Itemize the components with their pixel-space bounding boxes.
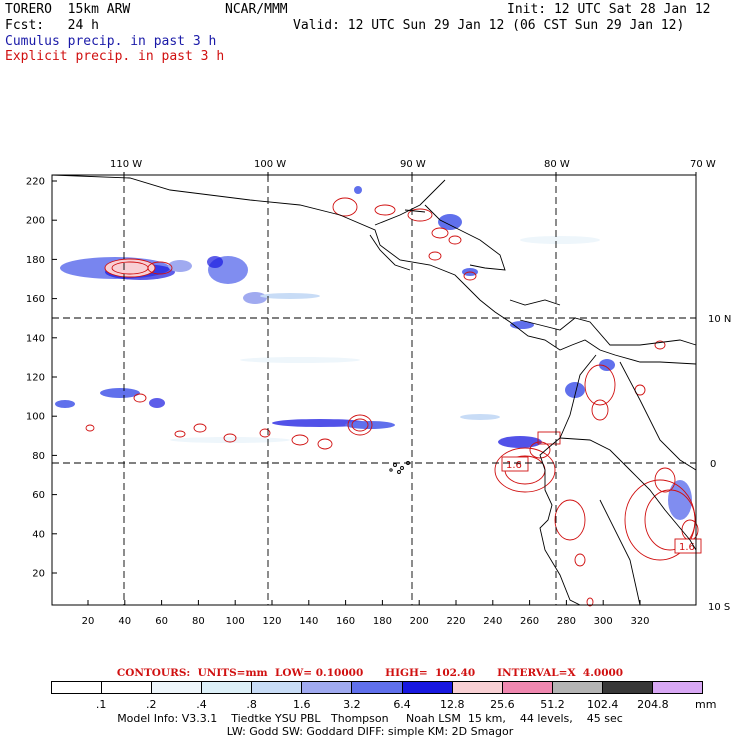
cumulus-precip-title: Cumulus precip. in past 3 h xyxy=(5,34,217,49)
x-tick-label: 220 xyxy=(446,616,465,627)
y-tick-label: 20 xyxy=(32,569,45,580)
explicit-precip-title: Explicit precip. in past 3 h xyxy=(5,49,225,64)
legend-color-cell xyxy=(652,682,703,693)
legend-color-cell xyxy=(102,682,153,693)
forecast-hour: Fcst: 24 h xyxy=(5,18,99,33)
x-tick-label: 100 xyxy=(226,616,245,627)
x-tick-label: 80 xyxy=(192,616,205,627)
legend-label: .2 xyxy=(146,698,157,711)
cumulus-precip-areas xyxy=(55,186,692,520)
legend-label: 204.8 xyxy=(637,698,669,711)
box-label-right: 1.6 xyxy=(679,542,695,553)
x-axis: 20 40 60 80 100 120 140 160 180 200 220 240 260 280 30… xyxy=(82,600,650,627)
contours-info: CONTOURS: UNITS=mm LOW= 0.10000 HIGH= 10… xyxy=(116,667,624,679)
legend-label: .1 xyxy=(95,698,107,711)
y-axis: 220 200 180 160 140 120 100 80 60 40 20 xyxy=(26,177,57,580)
legend-label: .4 xyxy=(196,698,207,711)
legend-color-cell xyxy=(152,682,203,693)
x-tick-label: 320 xyxy=(630,616,649,627)
x-tick-label: 160 xyxy=(336,616,355,627)
y-tick-label: 120 xyxy=(26,373,45,384)
y-tick-label: 80 xyxy=(32,451,45,462)
legend-label: 1.6 xyxy=(293,698,311,711)
y-tick-label: 200 xyxy=(26,216,45,227)
x-tick-label: 200 xyxy=(410,616,429,627)
lon-label-110w: 110 W xyxy=(110,159,142,170)
lon-label-90w: 90 W xyxy=(400,159,426,170)
init-time: Init: 12 UTC Sat 28 Jan 12 xyxy=(507,2,711,17)
x-tick-label: 180 xyxy=(373,616,392,627)
y-tick-label: 180 xyxy=(26,255,45,266)
legend-unit: mm xyxy=(695,698,717,711)
precip-color-legend xyxy=(51,681,703,694)
x-tick-label: 280 xyxy=(557,616,576,627)
x-tick-label: 240 xyxy=(483,616,502,627)
legend-color-cell xyxy=(302,682,353,693)
y-tick-label: 220 xyxy=(26,177,45,188)
organization-label: NCAR/MMM xyxy=(225,2,288,17)
legend-label: .8 xyxy=(246,698,257,711)
legend-label: 51.2 xyxy=(540,698,565,711)
y-tick-label: 60 xyxy=(32,490,45,501)
model-info: Model Info: V3.3.1 Tiedtke YSU PBL Thomp… xyxy=(117,712,623,725)
y-tick-label: 160 xyxy=(26,294,45,305)
x-tick-label: 40 xyxy=(118,616,131,627)
explicit-precip-contours xyxy=(85,197,702,607)
x-tick-label: 300 xyxy=(594,616,613,627)
lat-label-0: 0 xyxy=(710,459,716,470)
lon-label-70w: 70 W xyxy=(690,159,716,170)
box-label-left: 1.6 xyxy=(506,460,522,471)
legend-color-cell xyxy=(352,682,403,693)
legend-color-cell xyxy=(402,682,453,693)
top-ticks xyxy=(123,172,697,180)
y-tick-label: 40 xyxy=(32,529,45,540)
valid-time: Valid: 12 UTC Sun 29 Jan 12 (06 CST Sun … xyxy=(293,18,685,33)
legend-color-cell xyxy=(452,682,503,693)
model-name: TORERO 15km ARW xyxy=(5,2,131,17)
map-frame xyxy=(51,174,697,606)
legend-color-cell xyxy=(552,682,603,693)
lat-label-10n: 10 N xyxy=(708,314,731,325)
coastlines xyxy=(51,174,697,606)
legend-label: 25.6 xyxy=(490,698,515,711)
legend-color-cell xyxy=(52,682,103,693)
physics-info: LW: Godd SW: Goddard DIFF: simple KM: 2D… xyxy=(226,725,514,738)
x-tick-label: 260 xyxy=(520,616,539,627)
legend-label: 12.8 xyxy=(439,698,465,711)
y-tick-label: 140 xyxy=(26,333,45,344)
legend-color-cell xyxy=(252,682,303,693)
x-tick-label: 120 xyxy=(262,616,281,627)
lat-label-10s: 10 S xyxy=(708,602,730,613)
lon-label-80w: 80 W xyxy=(544,159,570,170)
x-tick-label: 60 xyxy=(155,616,168,627)
legend-color-cell xyxy=(202,682,253,693)
legend-color-cell xyxy=(502,682,553,693)
legend-label: 102.4 xyxy=(586,698,619,711)
x-tick-label: 20 xyxy=(82,616,95,627)
legend-color-cell xyxy=(602,682,653,693)
latlon-grid xyxy=(52,175,696,605)
legend-label: 6.4 xyxy=(393,698,411,711)
legend-label: 3.2 xyxy=(343,698,361,711)
y-tick-label: 100 xyxy=(26,412,45,423)
x-tick-label: 140 xyxy=(299,616,318,627)
lon-label-100w: 100 W xyxy=(254,159,286,170)
